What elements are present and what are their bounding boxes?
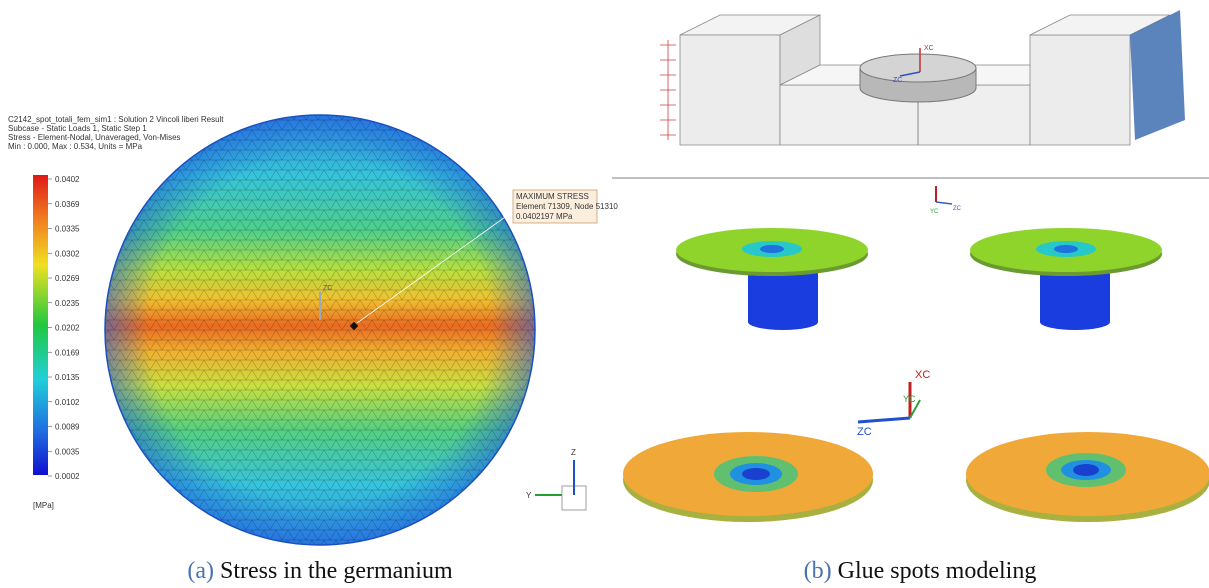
caption-label: (b) [804,558,832,584]
germanium-disc [105,115,535,545]
axis-label: ZC [893,77,902,84]
caption: (a) Stress in the germanium [187,558,453,584]
axis-label: ZC [857,426,872,438]
colorbar-tick-label: 0.0102 [55,398,80,407]
colorbar-ticks: 0.0402 0.0369 0.0335 0.0302 0.0269 0.0235 0.02… [48,175,80,481]
glue-spot-top [623,432,873,522]
header-line: Stress - Element-Nodal, Unaveraged, Von-… [8,133,181,142]
axis-label: Z [571,448,576,457]
axis-label: Y [526,491,532,500]
caption-text: Stress in the germanium [220,558,453,584]
caption: (b) Glue spots modeling [804,558,1037,584]
caption-text: Glue spots modeling [838,558,1037,584]
axis-label: ZC [323,285,332,292]
axis-arrow [858,418,910,422]
axis-label: XC [924,45,934,52]
colorbar-tick-label: 0.0169 [55,348,80,357]
header-line: Min : 0.000, Max : 0.534, Units = MPa [8,142,143,151]
annotation-line: Element 71309, Node 51310 [516,202,618,211]
colorbar-tick-label: 0.0135 [55,373,80,382]
colorbar [33,175,48,475]
colorbar-tick-label: 0.0235 [55,299,80,308]
panel-b: XC ZC YC ZC XC YC ZC [612,10,1209,522]
figure: C2142_spot_totali_fem_sim1 : Solution 2 … [0,0,1209,588]
colorbar-tick-label: 0.0002 [55,472,80,481]
colorbar-tick-label: 0.0369 [55,200,80,209]
caption-label: (a) [187,558,214,584]
colorbar-unit: [MPa] [33,501,54,510]
colorbar-tick-label: 0.0302 [55,249,80,258]
axis-label: YC [930,209,939,215]
colorbar-tick-label: 0.0035 [55,447,80,456]
axis-label: ZC [953,206,962,212]
header-line: C2142_spot_totali_fem_sim1 : Solution 2 … [8,115,224,124]
axis-arrow [936,202,952,204]
annotation-line: MAXIMUM STRESS [516,192,589,201]
colorbar-tick-label: 0.0335 [55,225,80,234]
colorbar-tick-label: 0.0202 [55,324,80,333]
glue-spot-top [966,432,1209,522]
assembly-model [660,10,1185,145]
glue-spot-side [970,228,1162,330]
glue-spot-side [676,228,868,330]
panel-a: C2142_spot_totali_fem_sim1 : Solution 2 … [8,115,618,545]
axis-label: XC [915,369,930,381]
axis-label: YC [903,394,916,404]
colorbar-tick-label: 0.0269 [55,274,80,283]
colorbar-tick-label: 0.0402 [55,175,80,184]
header-line: Subcase - Static Loads 1, Static Step 1 [8,124,147,133]
colorbar-tick-label: 0.0089 [55,423,80,432]
annotation-line: 0.0402197 MPa [516,212,573,221]
